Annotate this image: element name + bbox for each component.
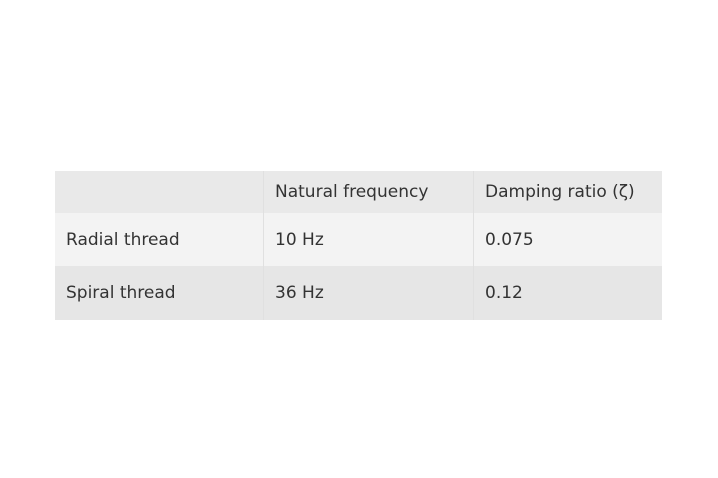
damping-ratio-cell: 0.12 (473, 266, 662, 320)
header-row: Natural frequency Damping ratio (ζ) (55, 171, 662, 213)
header-damping-ratio: Damping ratio (ζ) (473, 171, 662, 213)
natural-frequency-cell: 36 Hz (263, 266, 474, 320)
table-row: Spiral thread 36 Hz 0.12 (55, 266, 662, 320)
header-natural-frequency: Natural frequency (263, 171, 474, 213)
natural-frequency-cell: 10 Hz (263, 213, 474, 266)
header-cell-empty (55, 171, 264, 213)
row-label: Spiral thread (66, 283, 176, 303)
data-table: Natural frequency Damping ratio (ζ) Radi… (55, 171, 662, 320)
damping-ratio-cell: 0.075 (473, 213, 662, 266)
row-label: Radial thread (66, 229, 180, 250)
table-row: Radial thread 10 Hz 0.075 (55, 213, 662, 266)
